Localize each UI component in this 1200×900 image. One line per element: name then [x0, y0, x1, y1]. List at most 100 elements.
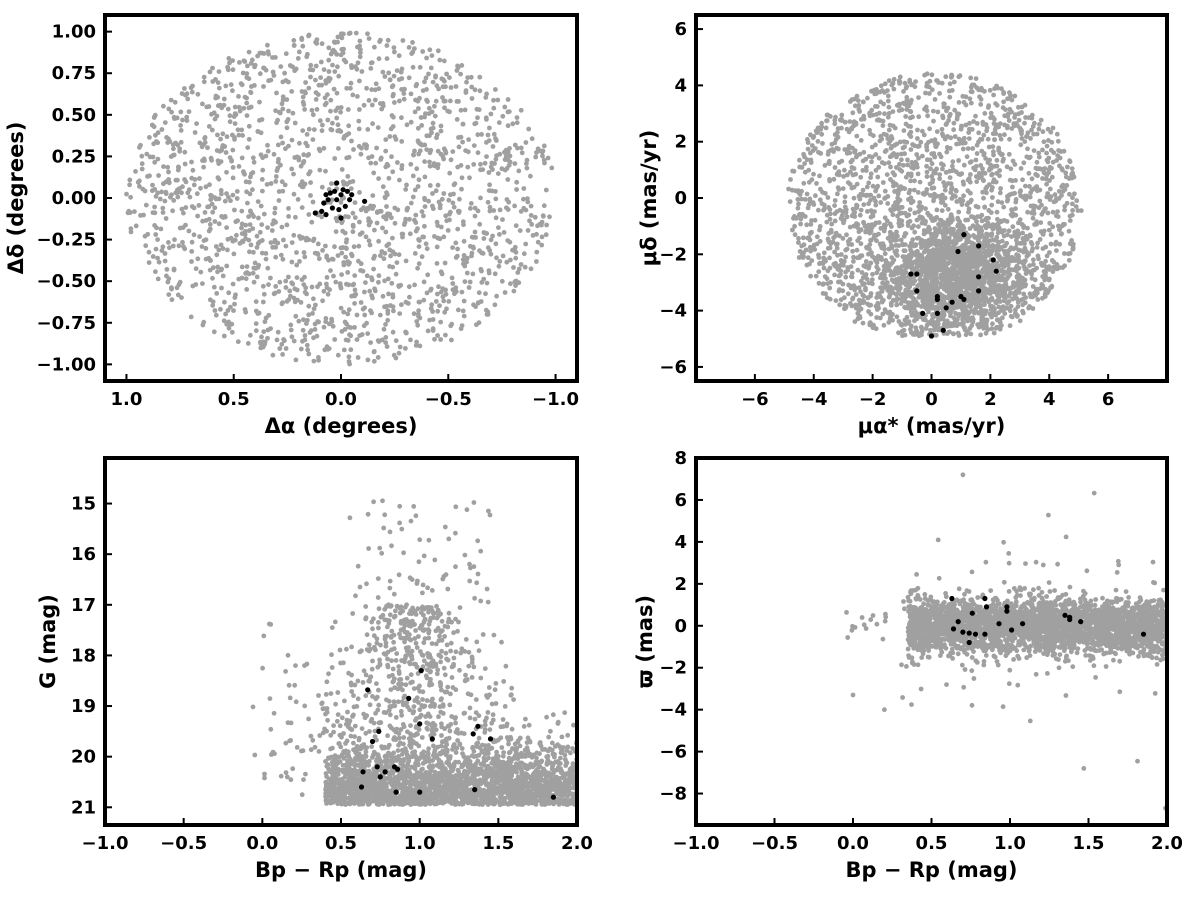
field-star-point	[493, 241, 499, 247]
field-star-point	[845, 239, 851, 244]
field-star-point	[522, 264, 528, 270]
field-star-point	[391, 73, 397, 79]
field-star-point	[188, 314, 194, 320]
field-stars	[786, 71, 1084, 339]
field-star-point	[1066, 228, 1072, 234]
field-star-point	[868, 171, 874, 177]
field-star-point	[1018, 248, 1024, 254]
field-star-point	[878, 83, 884, 89]
field-star-point	[476, 107, 482, 113]
field-star-point	[465, 75, 471, 80]
field-star-point	[797, 157, 802, 163]
field-star-point	[854, 255, 860, 261]
field-star-point	[927, 91, 932, 96]
field-star-point	[203, 256, 209, 262]
field-star-point	[286, 143, 291, 149]
field-star-point	[417, 64, 423, 70]
field-star-point	[443, 148, 448, 154]
field-star-point	[251, 279, 257, 285]
field-star-point	[843, 247, 849, 253]
field-star-point	[1014, 268, 1019, 274]
field-star-point	[339, 35, 345, 41]
field-star-point	[350, 92, 356, 98]
field-star-point	[419, 254, 425, 260]
field-star-point	[854, 133, 860, 139]
field-star-point	[832, 203, 837, 209]
field-star-point	[382, 250, 388, 256]
field-star-point	[1030, 215, 1036, 221]
field-star-point	[853, 292, 859, 297]
field-star-point	[1013, 281, 1018, 287]
field-star-point	[175, 142, 181, 148]
field-star-point	[909, 253, 914, 259]
field-star-point	[929, 174, 935, 179]
field-star-point	[827, 158, 832, 164]
field-star-point	[207, 182, 212, 188]
field-star-point	[479, 280, 485, 285]
field-star-point	[888, 164, 893, 170]
field-star-point	[394, 260, 400, 265]
field-star-point	[1031, 148, 1037, 154]
field-star-point	[238, 81, 244, 86]
field-star-point	[915, 302, 921, 308]
field-star-point	[1025, 146, 1030, 152]
field-star-point	[969, 296, 974, 302]
field-star-point	[423, 241, 429, 247]
field-star-point	[408, 161, 414, 167]
field-star-point	[423, 75, 429, 81]
field-star-point	[259, 334, 264, 340]
field-star-point	[979, 233, 985, 239]
field-star-point	[442, 309, 448, 315]
field-star-point	[528, 173, 533, 179]
field-star-point	[941, 322, 947, 327]
field-star-point	[209, 127, 215, 133]
field-star-point	[208, 197, 214, 203]
field-star-point	[210, 265, 216, 271]
field-star-point	[191, 205, 197, 211]
field-star-point	[513, 283, 518, 288]
field-star-point	[855, 225, 860, 230]
field-star-point	[414, 319, 420, 324]
field-star-point	[366, 222, 372, 228]
field-star-point	[459, 175, 465, 181]
field-star-point	[947, 81, 953, 87]
field-star-point	[155, 255, 161, 261]
field-star-point	[423, 111, 428, 117]
field-star-point	[371, 358, 377, 364]
field-star-point	[1002, 132, 1007, 138]
field-star-point	[912, 229, 918, 235]
field-star-point	[462, 263, 468, 269]
field-star-point	[239, 225, 244, 231]
field-star-point	[190, 83, 195, 89]
field-star-point	[996, 124, 1001, 130]
field-star-point	[261, 211, 267, 217]
field-star-point	[1034, 221, 1039, 227]
field-star-point	[491, 105, 497, 111]
field-star-point	[321, 67, 327, 72]
field-star-point	[885, 114, 891, 120]
field-star-point	[471, 143, 477, 149]
field-star-point	[274, 337, 280, 343]
field-star-point	[430, 326, 436, 332]
field-star-point	[374, 220, 380, 226]
field-star-point	[797, 192, 803, 198]
field-star-point	[833, 264, 839, 270]
field-star-point	[165, 140, 171, 146]
field-star-point	[166, 292, 172, 297]
field-star-point	[484, 91, 489, 97]
field-star-point	[905, 157, 910, 163]
field-star-point	[171, 146, 176, 152]
field-star-point	[236, 94, 241, 99]
field-star-point	[908, 147, 914, 152]
field-star-point	[880, 280, 885, 286]
field-star-point	[1015, 288, 1020, 293]
field-star-point	[282, 182, 288, 188]
field-star-point	[876, 220, 882, 225]
field-star-point	[195, 213, 201, 219]
field-star-point	[968, 75, 974, 81]
field-star-point	[342, 134, 347, 139]
field-star-point	[358, 268, 363, 273]
field-star-point	[842, 199, 848, 205]
field-star-point	[265, 42, 270, 48]
field-star-point	[1031, 211, 1037, 216]
